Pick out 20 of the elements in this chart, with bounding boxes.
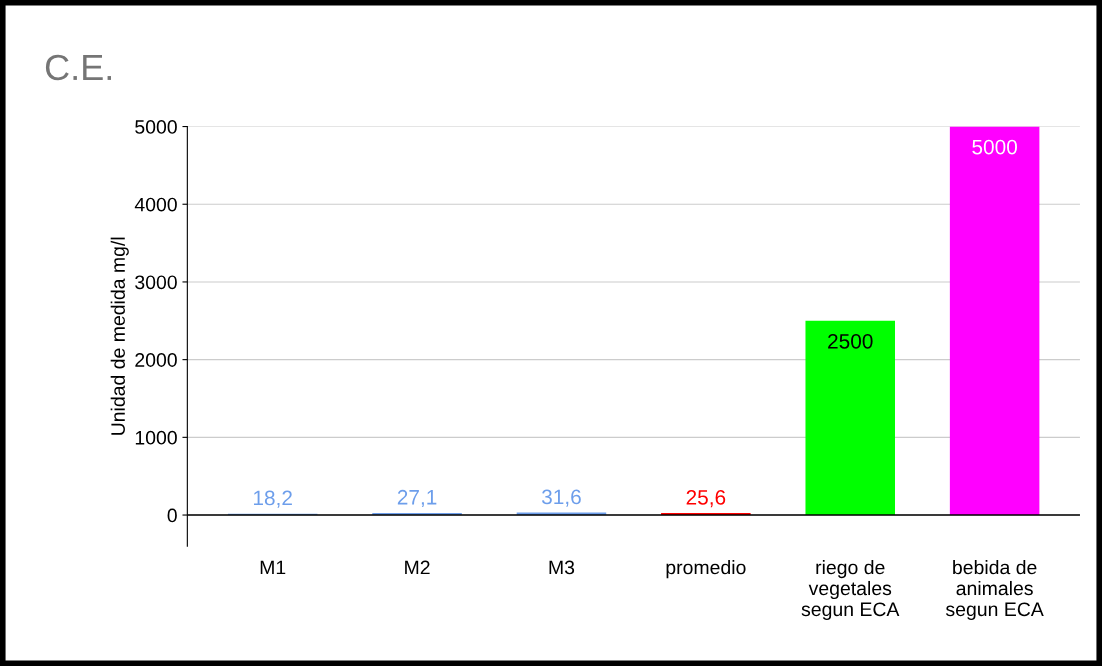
x-tick-label: promedio <box>666 560 746 579</box>
data-label: 27,1 <box>397 489 437 508</box>
y-axis-title: Unidad de medida mg/l <box>110 237 129 435</box>
y-tick-label: 3000 <box>135 275 177 290</box>
data-label: 25,6 <box>686 489 726 508</box>
chart-title: C.E. <box>45 54 112 81</box>
x-tick-label: riego de vegetales segun ECA <box>801 560 900 621</box>
data-label: 5000 <box>972 139 1017 155</box>
y-tick-label: 1000 <box>135 430 177 445</box>
x-tick-label: M1 <box>260 560 286 575</box>
y-tick-label: 4000 <box>134 197 177 212</box>
y-tick-label: 5000 <box>135 120 177 134</box>
data-label: 18,2 <box>253 490 292 508</box>
y-tick-label: 2000 <box>135 353 177 367</box>
y-tick-label: 0 <box>167 508 177 523</box>
x-tick-label: bebida de animales segun ECA <box>945 560 1044 621</box>
x-tick-label: M2 <box>405 560 430 575</box>
data-label: 2500 <box>828 333 873 349</box>
data-label: 31,6 <box>541 489 581 507</box>
x-tick-label: M3 <box>549 560 575 575</box>
